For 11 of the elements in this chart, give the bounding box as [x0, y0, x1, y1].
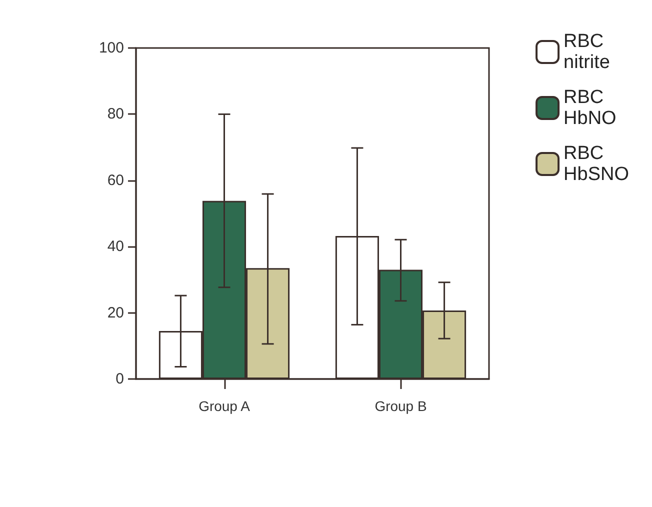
x-tick-label: Group A — [198, 398, 251, 414]
legend-label: RBC nitrite — [564, 31, 610, 73]
y-tick-label: 40 — [107, 238, 124, 256]
legend-label: RBC HbSNO — [564, 143, 630, 185]
y-tick-label: 0 — [116, 370, 124, 388]
y-tick-label: 60 — [107, 172, 124, 189]
x-tick-label: Group B — [374, 398, 427, 414]
y-tick-label: 100 — [98, 40, 124, 56]
y-tick-label: 80 — [107, 106, 124, 123]
y-tick-label: 20 — [107, 304, 124, 322]
legend-label: RBC HbNO — [564, 87, 616, 129]
